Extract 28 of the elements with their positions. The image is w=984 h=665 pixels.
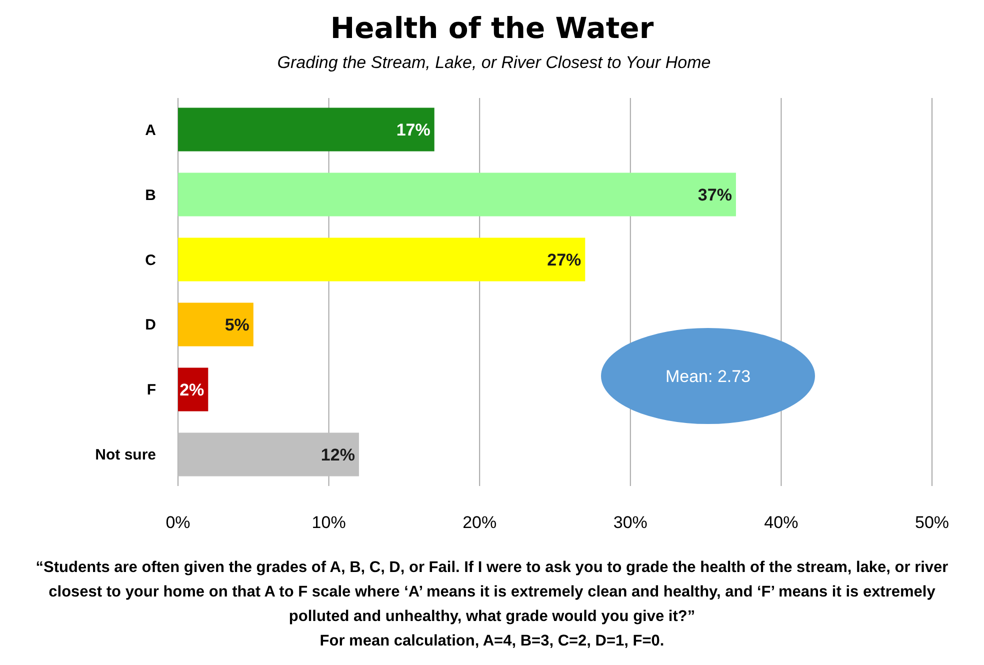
bar: [178, 432, 359, 476]
data-label: 17%: [396, 120, 430, 140]
chart-subtitle: Grading the Stream, Lake, or River Closest to Your Home: [277, 53, 711, 72]
text: “Students are often given the grades of A, B, C, D, or Fail. If I were to ask you to grade the health of the stream, lake, or river closest to your home on that A to F scale where ‘A’ means it is extremely clean and healthy, and ‘F’ means it is extremely polluted and unhealthy, what grade would you give it?”: [36, 559, 948, 625]
x-tick-label: 50%: [914, 513, 950, 532]
y-tick-label: A: [145, 122, 156, 139]
x-tick-label: 30%: [613, 513, 648, 532]
annotation: Mean: 2.73: [665, 366, 751, 386]
y-tick-label: C: [145, 252, 156, 269]
y-tick-label: Not sure: [95, 446, 156, 464]
bar: [178, 238, 586, 282]
data-label: 12%: [320, 445, 355, 464]
x-tick-label: 40%: [764, 513, 798, 532]
data-label: 5%: [224, 315, 250, 334]
y-tick-label: D: [145, 316, 156, 334]
x-tick-label: 10%: [312, 513, 346, 532]
data-label: 37%: [698, 185, 732, 204]
y-tick-label: F: [146, 382, 156, 399]
data-label: 2%: [180, 380, 204, 400]
x-tick-label: 20%: [462, 513, 497, 532]
bar: [178, 108, 434, 152]
chart-title: Health of the Water: [330, 11, 654, 45]
bar: [178, 172, 736, 216]
x-tick-label: 0%: [166, 513, 190, 532]
bar: [178, 302, 254, 346]
data-label: 27%: [547, 250, 582, 270]
text: For mean calculation, A=4, B=3, C=2, D=1, F=0.: [320, 632, 664, 650]
y-tick-label: B: [145, 186, 156, 204]
